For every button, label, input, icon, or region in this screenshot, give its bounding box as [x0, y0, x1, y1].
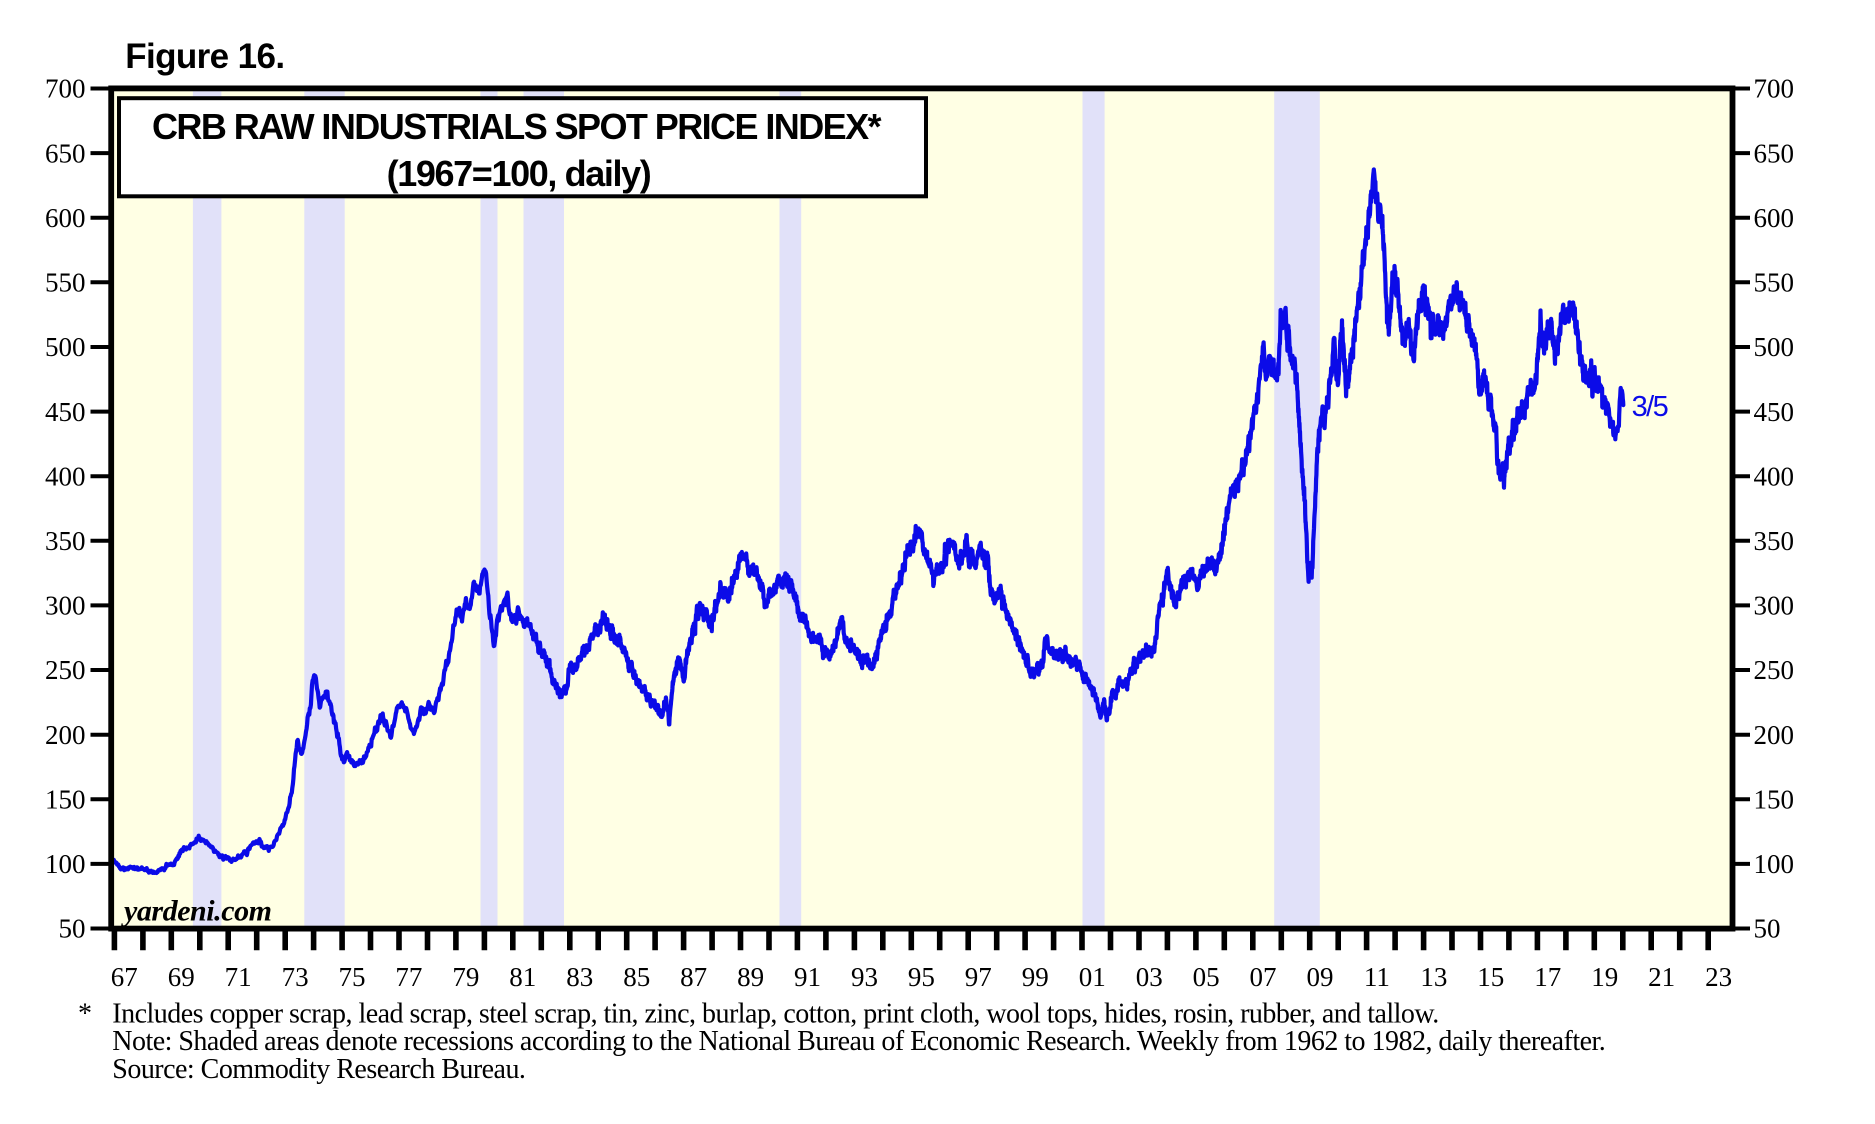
svg-text:Source: Commodity Research Bur: Source: Commodity Research Bureau. [112, 1054, 525, 1085]
svg-text:400: 400 [45, 461, 86, 491]
svg-text:700: 700 [1754, 74, 1795, 104]
svg-text:600: 600 [45, 203, 86, 233]
svg-text:100: 100 [1754, 849, 1795, 879]
svg-text:400: 400 [1754, 461, 1795, 491]
svg-text:yardeni.com: yardeni.com [121, 895, 272, 928]
svg-text:89: 89 [737, 962, 764, 992]
svg-text:97: 97 [965, 962, 992, 992]
svg-text:77: 77 [395, 962, 422, 992]
svg-text:99: 99 [1022, 962, 1049, 992]
svg-text:300: 300 [1754, 591, 1795, 621]
svg-text:250: 250 [1754, 655, 1795, 685]
svg-text:73: 73 [282, 962, 309, 992]
svg-text:50: 50 [1754, 914, 1781, 944]
svg-text:93: 93 [851, 962, 878, 992]
svg-text:350: 350 [45, 526, 86, 556]
svg-text:17: 17 [1534, 962, 1561, 992]
svg-text:650: 650 [45, 138, 86, 168]
svg-text:11: 11 [1364, 962, 1390, 992]
svg-text:500: 500 [45, 332, 86, 362]
svg-text:300: 300 [45, 591, 86, 621]
svg-text:Note: Shaded areas denote rece: Note: Shaded areas denote recessions acc… [112, 1026, 1605, 1057]
svg-text:91: 91 [794, 962, 821, 992]
svg-text:Includes copper scrap, lead sc: Includes copper scrap, lead scrap, steel… [112, 998, 1438, 1029]
svg-text:(1967=100, daily): (1967=100, daily) [387, 153, 651, 194]
svg-text:550: 550 [45, 268, 86, 298]
svg-text:07: 07 [1250, 962, 1277, 992]
svg-text:350: 350 [1754, 526, 1795, 556]
svg-text:19: 19 [1591, 962, 1618, 992]
svg-text:05: 05 [1193, 962, 1220, 992]
svg-text:250: 250 [45, 655, 86, 685]
svg-text:450: 450 [45, 397, 86, 427]
svg-text:71: 71 [225, 962, 252, 992]
svg-text:3/5: 3/5 [1632, 391, 1668, 423]
svg-text:500: 500 [1754, 332, 1795, 362]
svg-text:550: 550 [1754, 268, 1795, 298]
svg-text:85: 85 [623, 962, 650, 992]
svg-text:69: 69 [168, 962, 195, 992]
svg-text:67: 67 [111, 962, 138, 992]
svg-text:83: 83 [566, 962, 593, 992]
svg-text:600: 600 [1754, 203, 1795, 233]
svg-text:200: 200 [1754, 720, 1795, 750]
svg-text:100: 100 [45, 849, 86, 879]
svg-text:450: 450 [1754, 397, 1795, 427]
svg-text:150: 150 [1754, 785, 1795, 815]
svg-text:700: 700 [45, 74, 86, 104]
svg-text:15: 15 [1477, 962, 1504, 992]
svg-text:01: 01 [1079, 962, 1106, 992]
svg-text:650: 650 [1754, 138, 1795, 168]
svg-text:95: 95 [908, 962, 935, 992]
svg-text:13: 13 [1420, 962, 1447, 992]
svg-text:200: 200 [45, 720, 86, 750]
svg-text:*: * [78, 998, 92, 1029]
svg-text:75: 75 [339, 962, 366, 992]
svg-text:CRB RAW INDUSTRIALS SPOT PRICE: CRB RAW INDUSTRIALS SPOT PRICE INDEX* [152, 106, 882, 147]
svg-text:87: 87 [680, 962, 707, 992]
svg-text:Figure 16.: Figure 16. [125, 37, 284, 76]
svg-text:50: 50 [59, 914, 86, 944]
svg-text:09: 09 [1307, 962, 1334, 992]
svg-text:03: 03 [1136, 962, 1163, 992]
svg-text:79: 79 [452, 962, 479, 992]
svg-text:23: 23 [1705, 962, 1732, 992]
svg-text:21: 21 [1648, 962, 1675, 992]
svg-text:81: 81 [509, 962, 536, 992]
svg-text:150: 150 [45, 785, 86, 815]
